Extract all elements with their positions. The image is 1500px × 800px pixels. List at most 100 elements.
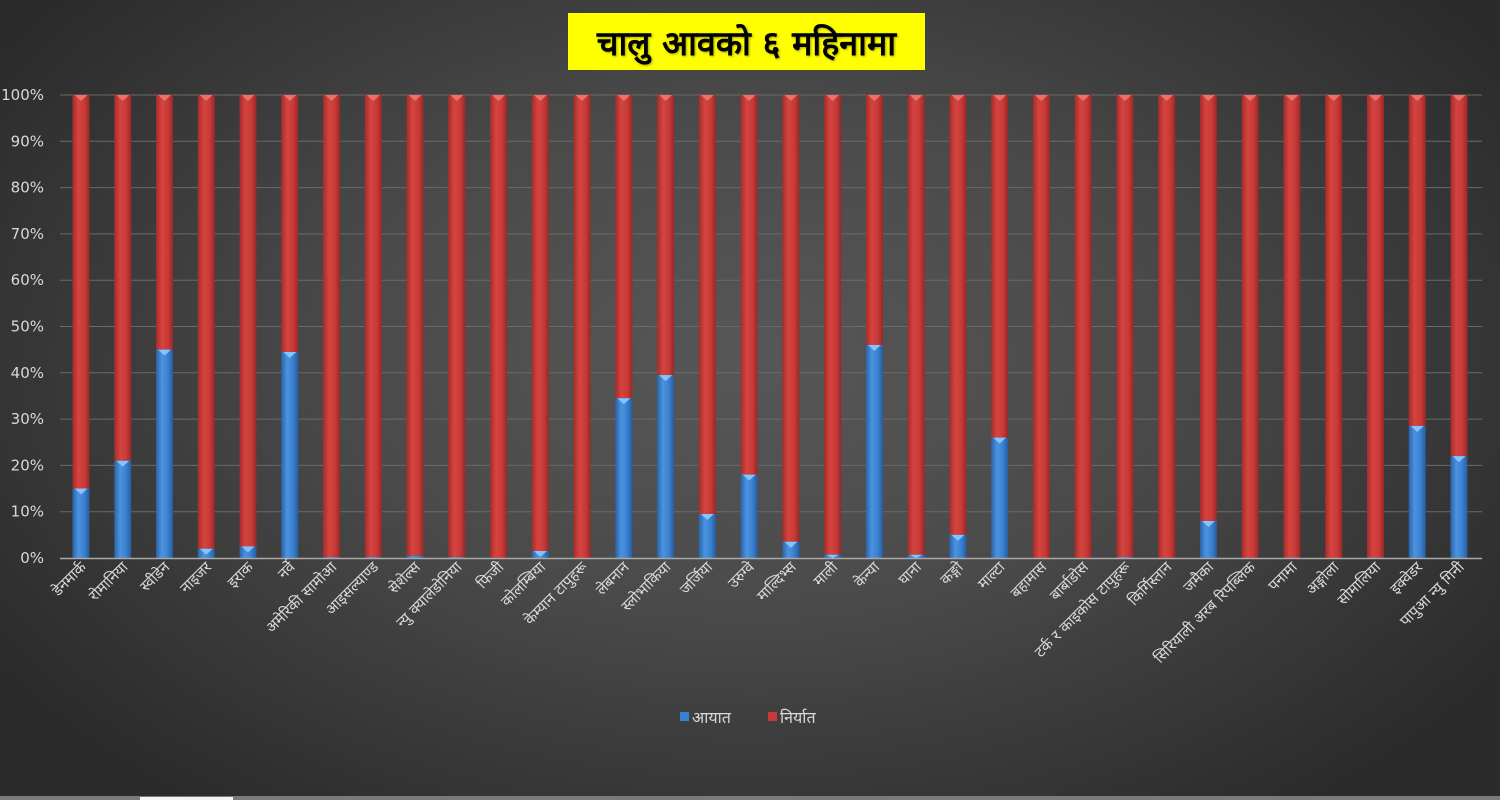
bar-cap xyxy=(325,95,339,101)
bar-cap xyxy=(826,95,840,101)
bar-group xyxy=(531,95,549,558)
bar-import xyxy=(991,437,1009,558)
bar-cap xyxy=(951,534,965,541)
bar-cap xyxy=(116,460,130,467)
bar-cap xyxy=(617,398,631,405)
bar-cap xyxy=(1452,95,1466,101)
bar-cap xyxy=(1201,95,1215,101)
bar-group xyxy=(991,95,1009,558)
bar-group xyxy=(573,95,591,558)
bar-cap xyxy=(1076,95,1090,101)
bar-export xyxy=(1325,95,1343,558)
bar-import xyxy=(323,557,341,558)
bar-group xyxy=(1366,95,1384,558)
bar-group xyxy=(406,95,424,558)
bar-export xyxy=(114,95,132,461)
bar-cap xyxy=(784,95,798,101)
x-tick-label: कङ्गो xyxy=(936,557,967,588)
bar-cap xyxy=(366,95,380,101)
bar-import xyxy=(615,398,633,558)
bar-cap xyxy=(199,548,213,555)
bar-cap xyxy=(867,345,881,352)
bar-group xyxy=(239,95,257,558)
bar-import xyxy=(364,557,382,558)
x-tick-label: उरुग्वे xyxy=(724,558,758,592)
bar-export xyxy=(824,95,842,555)
bar-export xyxy=(323,95,341,558)
bar-cap xyxy=(116,95,130,101)
bar-cap xyxy=(867,95,881,101)
bar-cap xyxy=(575,95,589,101)
y-tick-label: 10% xyxy=(11,503,44,521)
bar-export xyxy=(406,95,424,556)
chart-title: चालु आवको ६ महिनामा xyxy=(596,23,897,64)
bar-export xyxy=(949,95,967,535)
legend-swatch-import xyxy=(680,712,689,721)
bar-cap xyxy=(74,95,88,101)
bar-cap xyxy=(909,95,923,101)
y-axis-labels: 0% 10% 20% 30% 40% 50% 60% 70% 80% 90% 100% xyxy=(1,86,44,567)
bar-import xyxy=(114,460,132,558)
bar-group xyxy=(364,95,382,558)
bar-export xyxy=(448,95,466,558)
bar-export xyxy=(281,95,299,352)
x-tick-label: फिजी xyxy=(473,557,508,592)
bar-group xyxy=(782,95,800,558)
bar-group xyxy=(281,95,299,558)
y-tick-label: 60% xyxy=(11,271,44,289)
bar-group xyxy=(949,95,967,558)
x-tick-label: घाना xyxy=(895,557,926,588)
bar-group xyxy=(114,95,132,558)
bar-import xyxy=(698,514,716,558)
bar-import xyxy=(1408,426,1426,558)
y-tick-label: 40% xyxy=(11,364,44,382)
bar-import xyxy=(657,375,675,558)
bar-group xyxy=(698,95,716,558)
bar-group xyxy=(907,95,925,558)
bar-cap xyxy=(533,95,547,101)
bar-import xyxy=(949,534,967,558)
bar-group xyxy=(1074,95,1092,558)
bar-cap xyxy=(742,95,756,101)
bar-export xyxy=(364,95,382,558)
legend-item: आयात xyxy=(680,708,732,727)
bar-series xyxy=(72,95,1468,558)
bar-cap xyxy=(659,375,673,382)
bar-export xyxy=(1241,95,1259,558)
bar-group xyxy=(1032,95,1050,558)
x-tick-label: माल्टा xyxy=(974,557,1009,592)
bar-group xyxy=(657,95,675,558)
bar-import xyxy=(72,488,90,558)
bar-cap xyxy=(283,95,297,101)
bar-export xyxy=(1408,95,1426,427)
bar-cap xyxy=(1118,95,1132,101)
bar-group xyxy=(156,95,174,558)
bar-group xyxy=(865,95,883,558)
x-tick-label: नर्वे xyxy=(274,557,299,582)
y-tick-label: 70% xyxy=(11,225,44,243)
bar-group xyxy=(448,95,466,558)
bar-cap xyxy=(1368,95,1382,101)
x-tick-label: किर्गिस्तान xyxy=(1124,558,1176,610)
bar-group xyxy=(1241,95,1259,558)
bar-cap xyxy=(826,554,840,558)
bar-import xyxy=(865,345,883,558)
bar-cap xyxy=(1160,95,1174,101)
bar-export xyxy=(657,95,675,376)
x-tick-label: नाइजर xyxy=(176,557,215,596)
bar-cap xyxy=(1452,456,1466,463)
bar-export xyxy=(531,95,549,552)
bar-export xyxy=(698,95,716,515)
bar-cap xyxy=(283,351,297,358)
bar-group xyxy=(1158,95,1176,558)
bar-cap xyxy=(1201,520,1215,527)
bar-cap xyxy=(1410,95,1424,101)
bar-group xyxy=(615,95,633,558)
bar-cap xyxy=(74,488,88,495)
bar-cap xyxy=(241,95,255,101)
bar-cap xyxy=(700,514,714,521)
bar-import xyxy=(448,557,466,558)
bar-export xyxy=(991,95,1009,438)
y-tick-label: 90% xyxy=(11,132,44,150)
